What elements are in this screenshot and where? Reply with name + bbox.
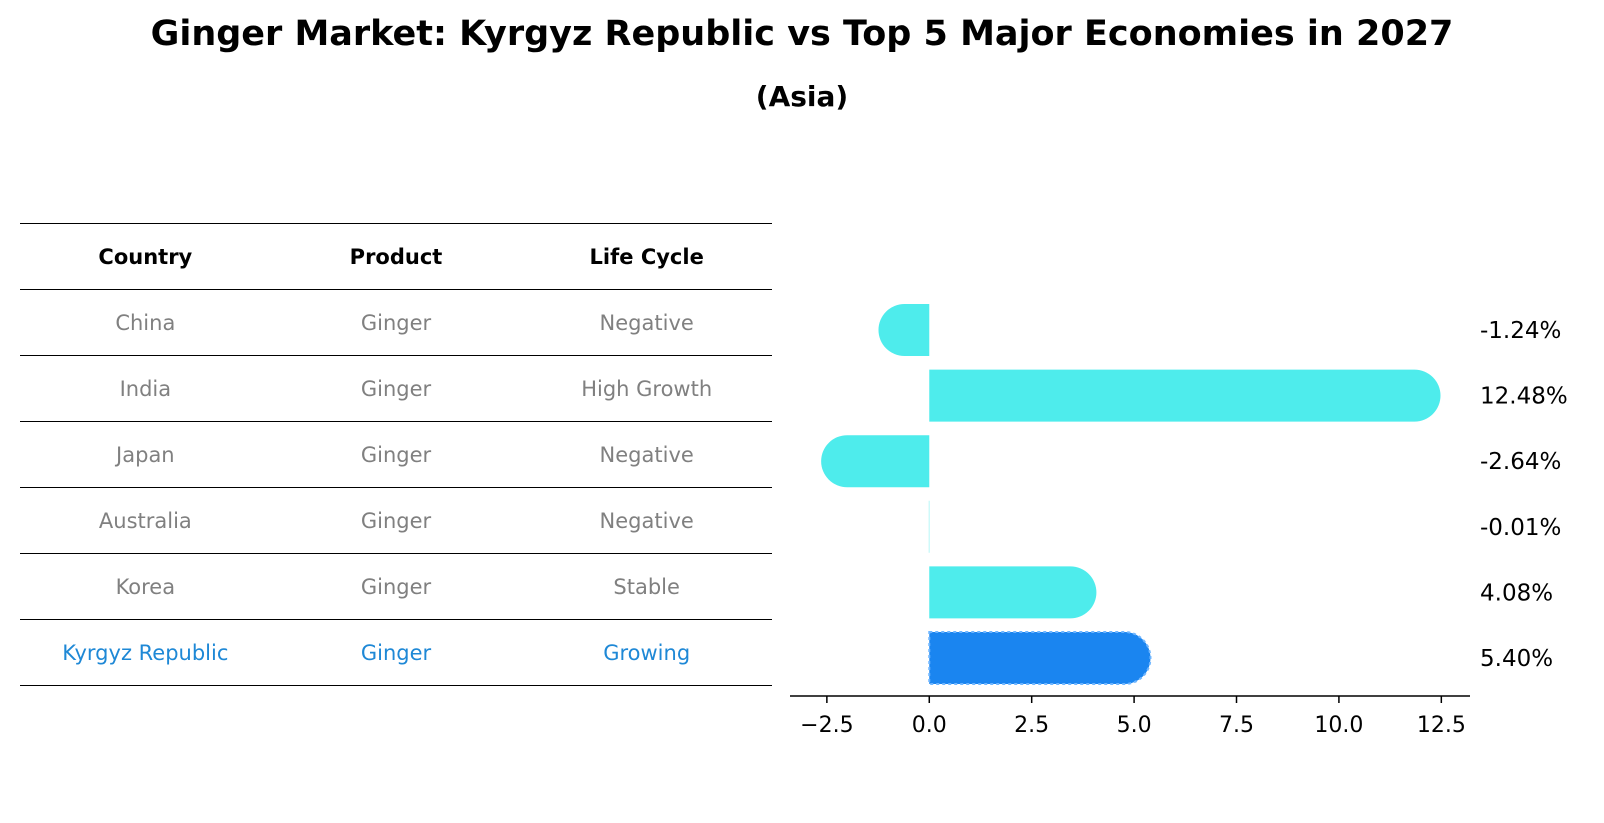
cell-country: Australia	[98, 508, 192, 533]
cell-product: Ginger	[360, 640, 432, 665]
table-header-row: Country Product Life Cycle	[20, 224, 772, 290]
table-row: Korea Ginger Stable	[20, 554, 772, 620]
cell-product: Ginger	[360, 574, 432, 599]
cell-product: Ginger	[360, 310, 432, 335]
bar-highlight	[928, 631, 1152, 685]
table-row: China Ginger Negative	[20, 290, 772, 356]
cell-product: Ginger	[360, 376, 432, 401]
cell-country: Kyrgyz Republic	[62, 640, 229, 665]
header-product: Product	[349, 244, 443, 269]
value-label: -2.64%	[1480, 449, 1561, 475]
table-row-highlight: Kyrgyz Republic Ginger Growing	[20, 620, 772, 686]
cell-life-cycle: Negative	[599, 310, 694, 335]
cell-country: Japan	[116, 442, 175, 467]
x-tick-label: 7.5	[1219, 713, 1254, 738]
cell-product: Ginger	[360, 508, 432, 533]
cell-life-cycle: Negative	[599, 442, 694, 467]
value-label: 12.48%	[1480, 384, 1568, 410]
comparison-table: Country Product Life Cycle China Ginger …	[20, 223, 772, 686]
bar	[929, 369, 1441, 422]
x-tick-label: 0.0	[912, 713, 947, 738]
x-tick-label: 2.5	[1014, 713, 1049, 738]
value-label: 4.08%	[1480, 580, 1553, 606]
cell-country: India	[119, 376, 172, 401]
cell-country: China	[115, 310, 176, 335]
bar	[878, 304, 930, 356]
cell-country: Korea	[115, 574, 176, 599]
value-label: 5.40%	[1480, 646, 1553, 672]
x-tick-label: 12.5	[1417, 713, 1466, 738]
cell-product: Ginger	[360, 442, 432, 467]
x-tick-label: 5.0	[1117, 713, 1152, 738]
cell-life-cycle: High Growth	[581, 376, 713, 401]
cell-life-cycle: Growing	[603, 640, 691, 665]
table-row: Japan Ginger Negative	[20, 422, 772, 488]
bar	[821, 435, 930, 488]
header-life-cycle: Life Cycle	[589, 244, 704, 269]
table-row: Australia Ginger Negative	[20, 488, 772, 554]
bar	[929, 566, 1097, 619]
cell-life-cycle: Negative	[599, 508, 694, 533]
value-label: -1.24%	[1480, 318, 1561, 344]
chart-subtitle: (Asia)	[755, 80, 849, 113]
header-country: Country	[98, 244, 193, 269]
x-tick-label: −2.5	[800, 713, 853, 738]
cell-life-cycle: Stable	[613, 574, 680, 599]
value-label: -0.01%	[1480, 515, 1561, 541]
table-row: India Ginger High Growth	[20, 356, 772, 422]
chart-title: Ginger Market: Kyrgyz Republic vs Top 5 …	[150, 14, 1454, 54]
x-tick-label: 10.0	[1314, 713, 1363, 738]
